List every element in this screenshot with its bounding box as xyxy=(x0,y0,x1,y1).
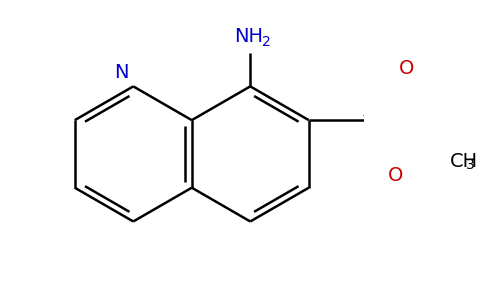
Text: 3: 3 xyxy=(466,158,474,172)
Text: NH: NH xyxy=(234,28,263,46)
Text: O: O xyxy=(399,59,414,78)
Text: CH: CH xyxy=(450,152,478,171)
Text: 2: 2 xyxy=(262,35,271,49)
Text: N: N xyxy=(114,63,129,82)
Text: O: O xyxy=(388,166,404,185)
